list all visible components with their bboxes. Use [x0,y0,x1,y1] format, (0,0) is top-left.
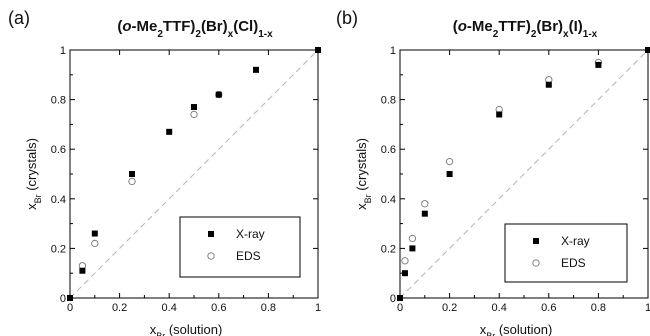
xray-point [191,104,197,111]
eds-point [128,177,136,186]
legend-box [179,216,301,278]
xray-point [91,230,98,237]
xray-point [595,61,602,68]
diagonal-guide-line [399,49,649,299]
y-tick-label: 0.2 [381,243,396,255]
xray-point [129,171,135,177]
xray-point [253,66,259,73]
x-tick-label: 0.4 [492,302,507,314]
legend-label: EDS [561,256,586,270]
y-tick-label: 0.6 [381,144,396,156]
x-tick-label: 0.8 [261,302,276,314]
x-tick-label: 0 [397,302,403,314]
y-tick-label: 0 [390,293,396,305]
chart-title: (o-Me2TTF)2(Br)x(Cl)1-x [117,18,273,40]
y-tick-label: 1 [60,45,66,57]
y-tick-label: 0.6 [51,144,66,156]
legend-marker-eds [207,252,215,260]
legend-marker-xray [208,231,214,237]
y-tick-label: 0.2 [51,243,66,255]
xray-point [315,47,321,53]
legend: X-ray EDS [504,223,628,283]
xray-point [166,128,173,135]
chart-panel-b: (b) (o-Me2TTF)2(Br)x(I)1-x 0 0.2 0.4 0.6 0.8 1 0… [336,8,650,336]
xray-point [409,245,416,252]
x-tick-label: 0.8 [591,302,606,314]
legend-label: X-ray [236,227,265,241]
xray-point [79,267,86,274]
y-axis-label: xBr (crystals) [24,138,43,210]
xray-point [421,210,428,217]
chart-panel-a: (a) (o-Me2TTF)2(Br)x(Cl)1-x 0 0.2 0.4 0.6 0.8 1… [8,8,321,336]
y-tick-label: 0.8 [51,95,66,107]
x-tick-label: 1 [645,302,650,314]
xray-point [496,111,503,118]
y-tick-label: 1 [390,45,396,57]
xray-point [446,171,453,177]
eds-point [91,239,99,248]
diagonal-guide-line [69,49,319,299]
xray-point [645,47,650,53]
eds-point [445,157,454,166]
xray-point [67,295,73,301]
x-tick-label: 0.6 [211,302,226,314]
y-tick-label: 0.4 [381,194,396,206]
eds-point [408,234,417,243]
y-axis-label: xBr (crystals) [354,138,373,210]
panel-label: (a) [8,8,30,28]
xray-point [215,91,222,98]
legend-marker-xray [533,238,539,244]
legend-marker-eds [532,259,540,267]
legend-label: X-ray [561,234,590,248]
x-axis-label: xBr (solution) [150,322,223,336]
legend-label: EDS [236,249,261,263]
x-tick-label: 0.4 [162,302,177,314]
legend-box [504,223,628,283]
x-tick-label: 0.6 [541,302,556,314]
eds-point [421,200,429,208]
legend: X-ray EDS [179,216,301,278]
y-tick-label: 0.4 [51,194,66,206]
y-tick-label: 0.8 [381,95,396,107]
chart-title: (o-Me2TTF)2(Br)x(I)1-x [453,18,598,40]
xray-point [397,295,403,301]
eds-point [401,257,409,265]
xray-point [401,270,408,277]
x-axis-label: xBr (solution) [480,322,553,336]
y-tick-label: 0 [60,293,66,305]
eds-point [215,90,223,99]
eds-point [190,110,198,119]
panel-label: (b) [336,8,358,28]
xray-point [545,81,552,88]
x-tick-label: 0 [67,302,73,314]
x-tick-label: 0.2 [112,302,127,314]
x-tick-label: 0.2 [442,302,457,314]
x-tick-label: 1 [315,302,321,314]
